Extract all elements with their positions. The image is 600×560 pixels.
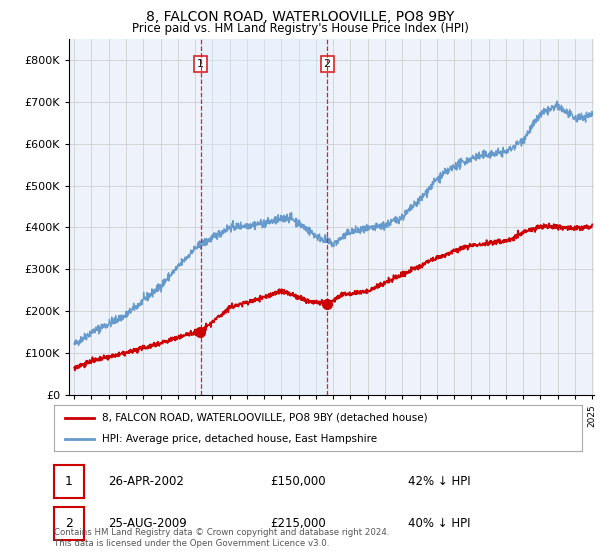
Text: £215,000: £215,000: [270, 517, 326, 530]
Bar: [200, 39, 327, 395]
Text: 8, FALCON ROAD, WATERLOOVILLE, PO8 9BY (detached house): 8, FALCON ROAD, WATERLOOVILLE, PO8 9BY (…: [101, 413, 427, 423]
Text: 8, FALCON ROAD, WATERLOOVILLE, PO8 9BY: 8, FALCON ROAD, WATERLOOVILLE, PO8 9BY: [146, 10, 454, 24]
Text: HPI: Average price, detached house, East Hampshire: HPI: Average price, detached house, East…: [101, 435, 377, 444]
Text: 2: 2: [323, 59, 331, 69]
Text: 40% ↓ HPI: 40% ↓ HPI: [408, 517, 470, 530]
Text: 2: 2: [65, 517, 73, 530]
Text: £150,000: £150,000: [270, 475, 326, 488]
Text: 26-APR-2002: 26-APR-2002: [108, 475, 184, 488]
Text: 25-AUG-2009: 25-AUG-2009: [108, 517, 187, 530]
Text: Price paid vs. HM Land Registry's House Price Index (HPI): Price paid vs. HM Land Registry's House …: [131, 22, 469, 35]
Text: Contains HM Land Registry data © Crown copyright and database right 2024.
This d: Contains HM Land Registry data © Crown c…: [54, 528, 389, 548]
Text: 1: 1: [197, 59, 204, 69]
Text: 42% ↓ HPI: 42% ↓ HPI: [408, 475, 470, 488]
Text: 1: 1: [65, 475, 73, 488]
